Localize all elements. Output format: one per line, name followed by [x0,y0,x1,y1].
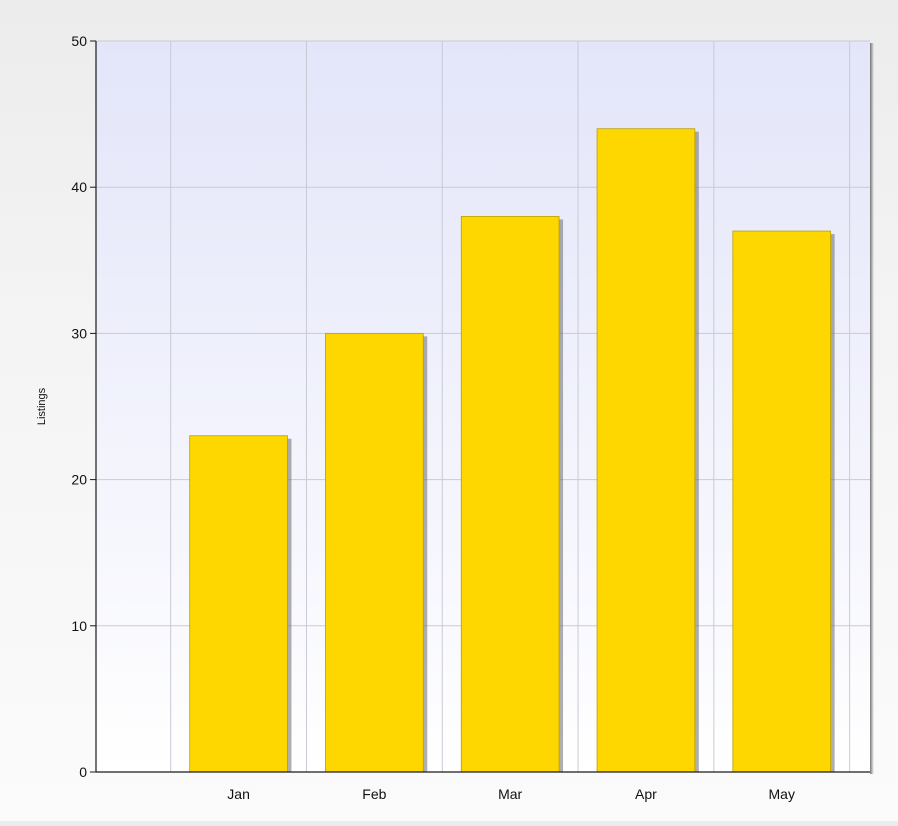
bars [189,128,835,773]
y-tick-label: 50 [71,33,87,49]
y-tick-label: 10 [71,618,87,634]
y-axis-label: Listings [36,387,48,425]
bar-may [732,230,832,773]
bar-feb [325,332,424,773]
x-tick-label: Feb [362,786,386,802]
axis-labels: 0 10 20 30 40 50 Jan Feb Mar Apr May Listings [36,33,795,802]
bar-mar [460,216,560,773]
x-tick-label: Mar [498,786,522,802]
bar-jan [189,435,288,773]
y-tick-label: 0 [79,764,87,780]
axes [90,40,870,773]
plot-frame-shadow [870,43,874,774]
x-tick-label: Jan [227,786,250,802]
y-tick-label: 30 [71,325,87,341]
bar-apr [596,128,696,773]
y-tick-label: 20 [71,472,87,488]
x-tick-label: Apr [635,786,657,802]
y-tick-label: 40 [71,179,87,195]
x-tick-label: May [769,786,795,802]
